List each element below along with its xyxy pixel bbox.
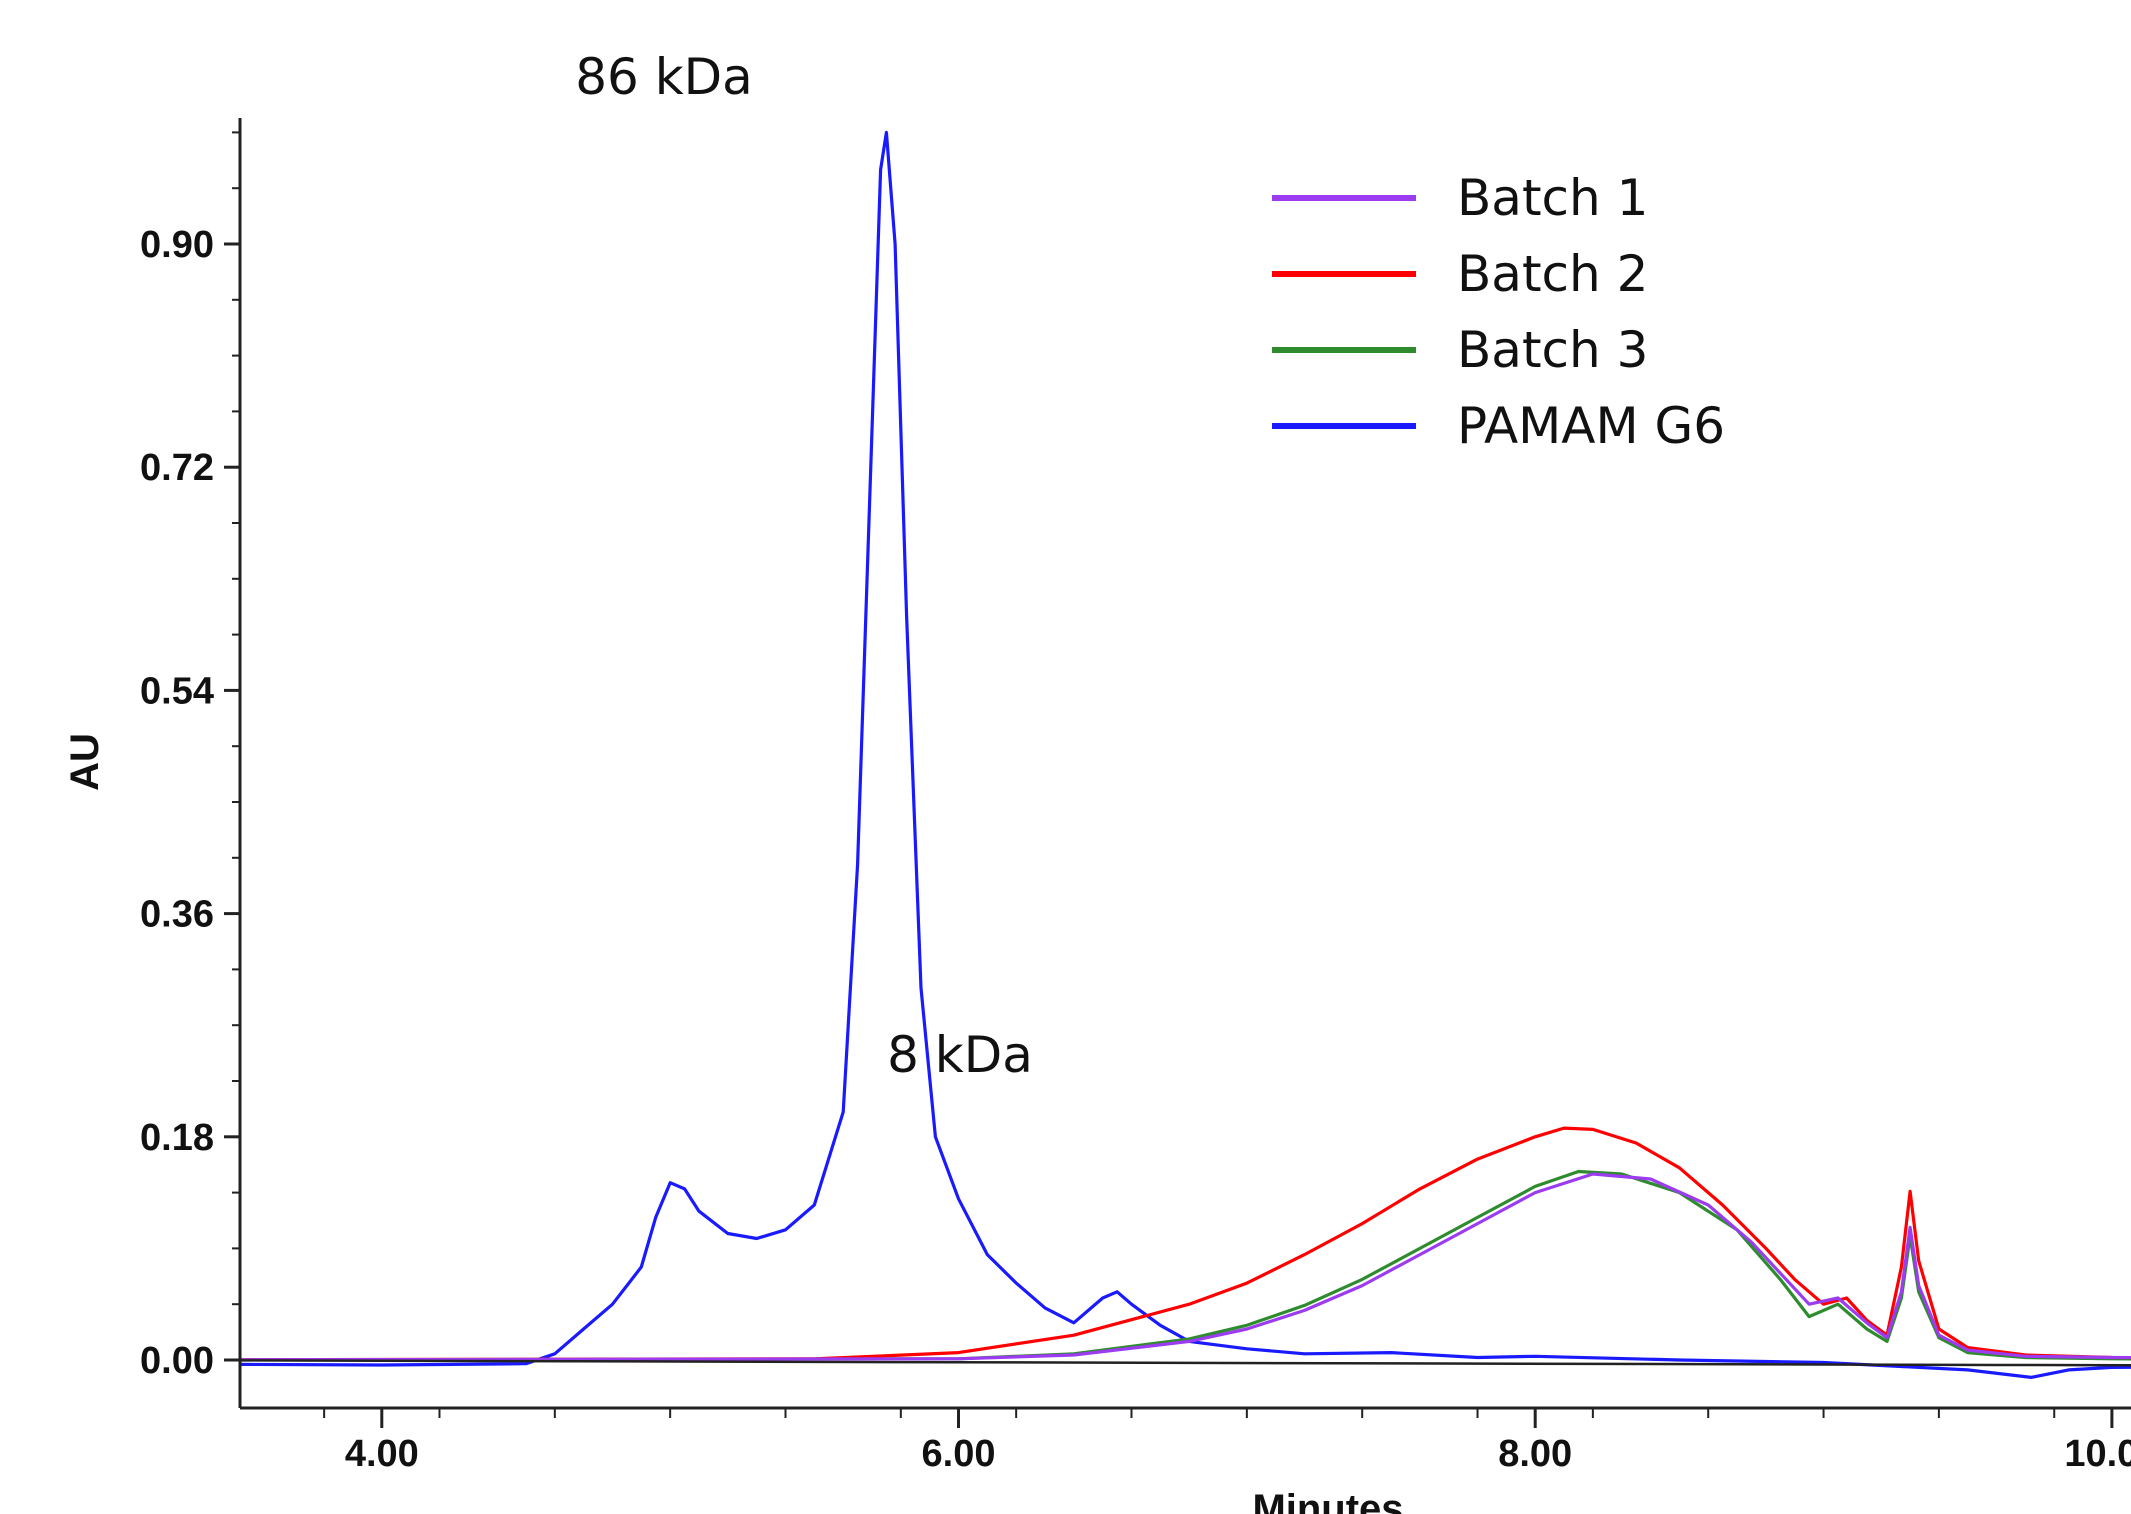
- x-axis-title: Minutes: [1252, 1487, 1403, 1514]
- y-tick-label: 0.90: [140, 224, 214, 266]
- ticks: 0.00 0.18 0.36 0.54 0.72 0.90 4.00 6.00 8.00 10.0…: [63, 131, 2131, 1514]
- legend-label: Batch 1: [1457, 169, 1648, 227]
- legend-label: Batch 2: [1457, 245, 1648, 303]
- y-tick-label: 0.54: [140, 670, 214, 712]
- legend: Batch 1 Batch 2 Batch 3 PAMAM G6: [1272, 169, 1725, 455]
- series-line-batch-2: [240, 1126, 2131, 1362]
- peak-annotation-label: 86 kDa: [575, 48, 753, 106]
- y-tick-label: 0.00: [140, 1340, 214, 1382]
- legend-label: Batch 3: [1457, 321, 1648, 379]
- axes: [238, 118, 2131, 1410]
- legend-label: PAMAM G6: [1457, 397, 1725, 455]
- y-tick-label: 0.36: [140, 894, 214, 936]
- series-line-batch-3: [240, 1169, 2131, 1362]
- y-tick-label: 0.72: [140, 447, 214, 489]
- x-tick-label: 4.00: [345, 1433, 419, 1475]
- y-axis-title: AU: [63, 733, 107, 791]
- x-tick-label: 10.00: [2064, 1433, 2131, 1475]
- series-line-pamam-g6: [240, 130, 2131, 1379]
- series-layer: [240, 130, 2131, 1379]
- annotations: 86 kDa 8 kDa: [575, 48, 1033, 1084]
- peak-annotation-label: 8 kDa: [887, 1026, 1033, 1084]
- series-line-batch-1: [240, 1172, 2131, 1362]
- x-tick-label: 6.00: [922, 1433, 996, 1475]
- baseline-line: [240, 1359, 2131, 1367]
- baseline-layer: [240, 1359, 2131, 1367]
- x-tick-label: 8.00: [1498, 1433, 1572, 1475]
- y-tick-label: 0.18: [140, 1117, 214, 1159]
